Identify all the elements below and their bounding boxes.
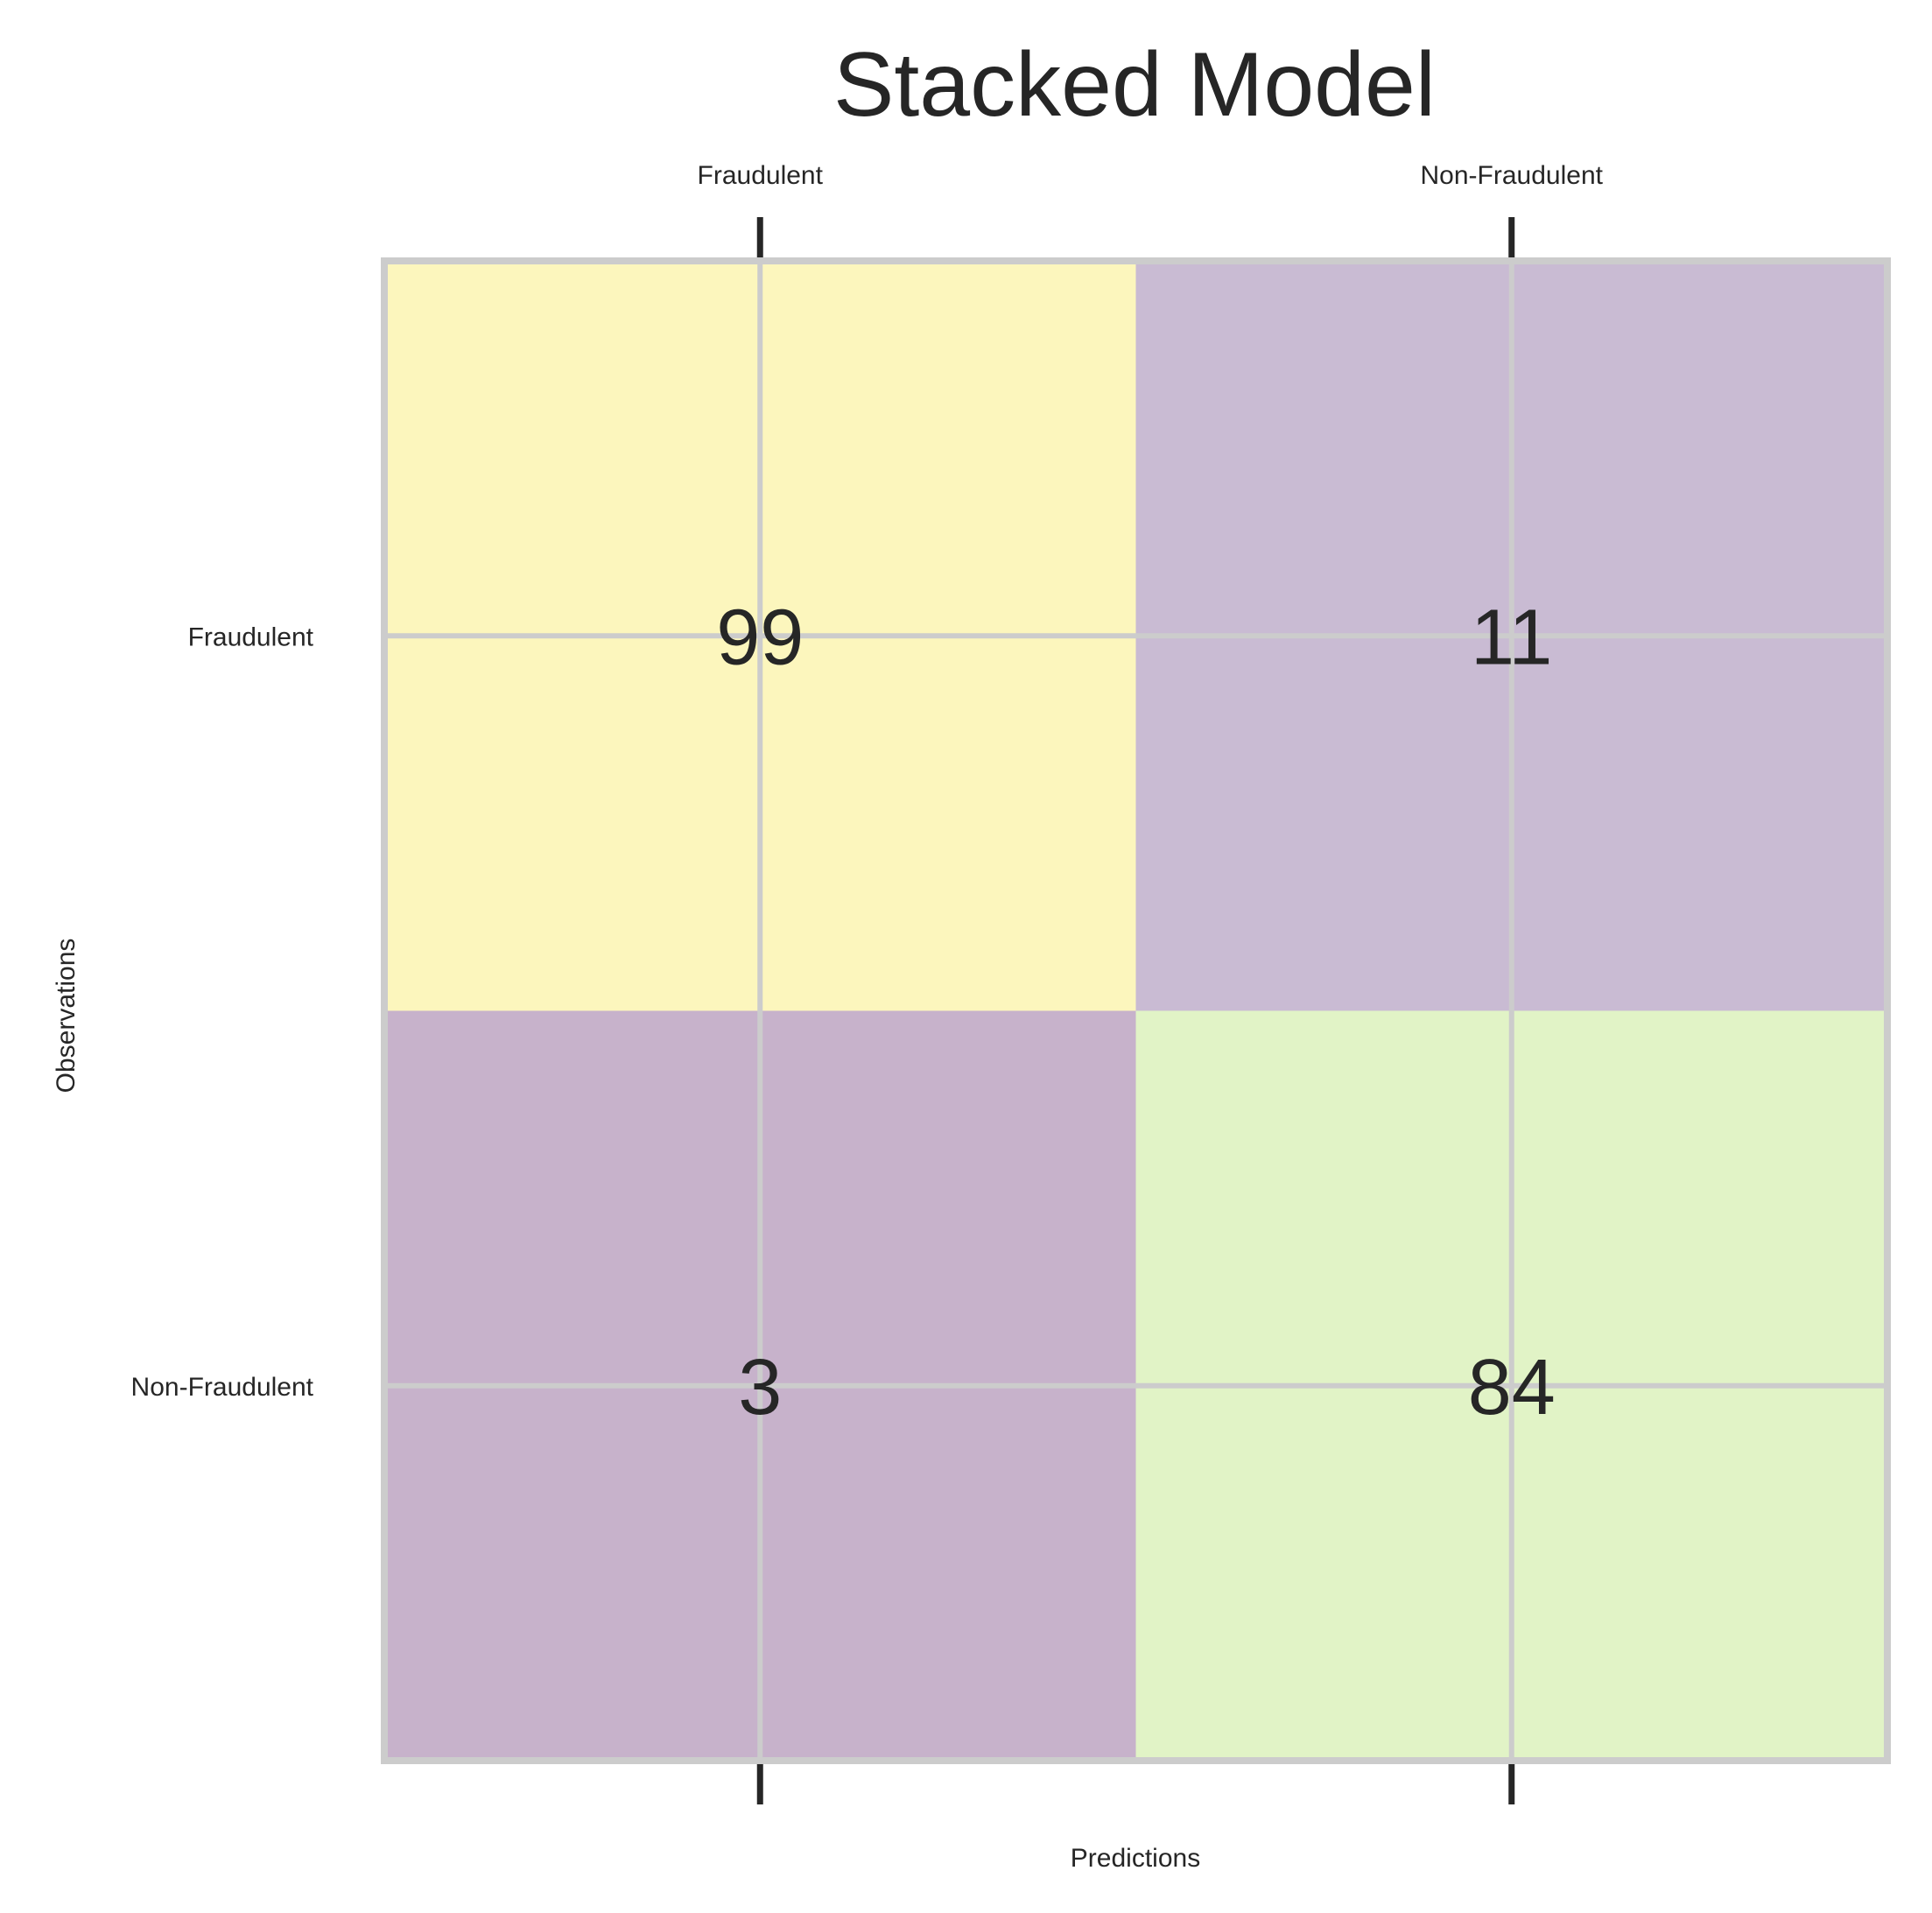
x-tick-label: Non-Fraudulent xyxy=(1421,161,1604,190)
axis-ticks xyxy=(756,217,1515,1804)
cell-value-label: 11 xyxy=(1471,594,1552,681)
tick-labels: Fraudulent Non-Fraudulent Fraudulent Non-Fr… xyxy=(131,161,1604,1402)
plot-frame xyxy=(381,257,1891,1764)
x-axis-label: Predictions xyxy=(1071,1844,1200,1873)
y-axis-label: Observations xyxy=(52,939,81,1094)
x-tick-label: Fraudulent xyxy=(698,161,824,190)
cell-value-label: 84 xyxy=(1468,1344,1556,1431)
cell-value-label: 99 xyxy=(716,594,804,681)
y-tick-label: Non-Fraudulent xyxy=(131,1373,314,1402)
cell-value-labels: 99 11 3 84 xyxy=(716,594,1556,1431)
grid-lines xyxy=(384,261,1887,1761)
chart-title: Stacked Model xyxy=(833,34,1436,136)
heatmap-cells xyxy=(384,261,1888,1762)
y-tick-label: Fraudulent xyxy=(188,622,314,651)
cell-value-label: 3 xyxy=(738,1344,782,1431)
